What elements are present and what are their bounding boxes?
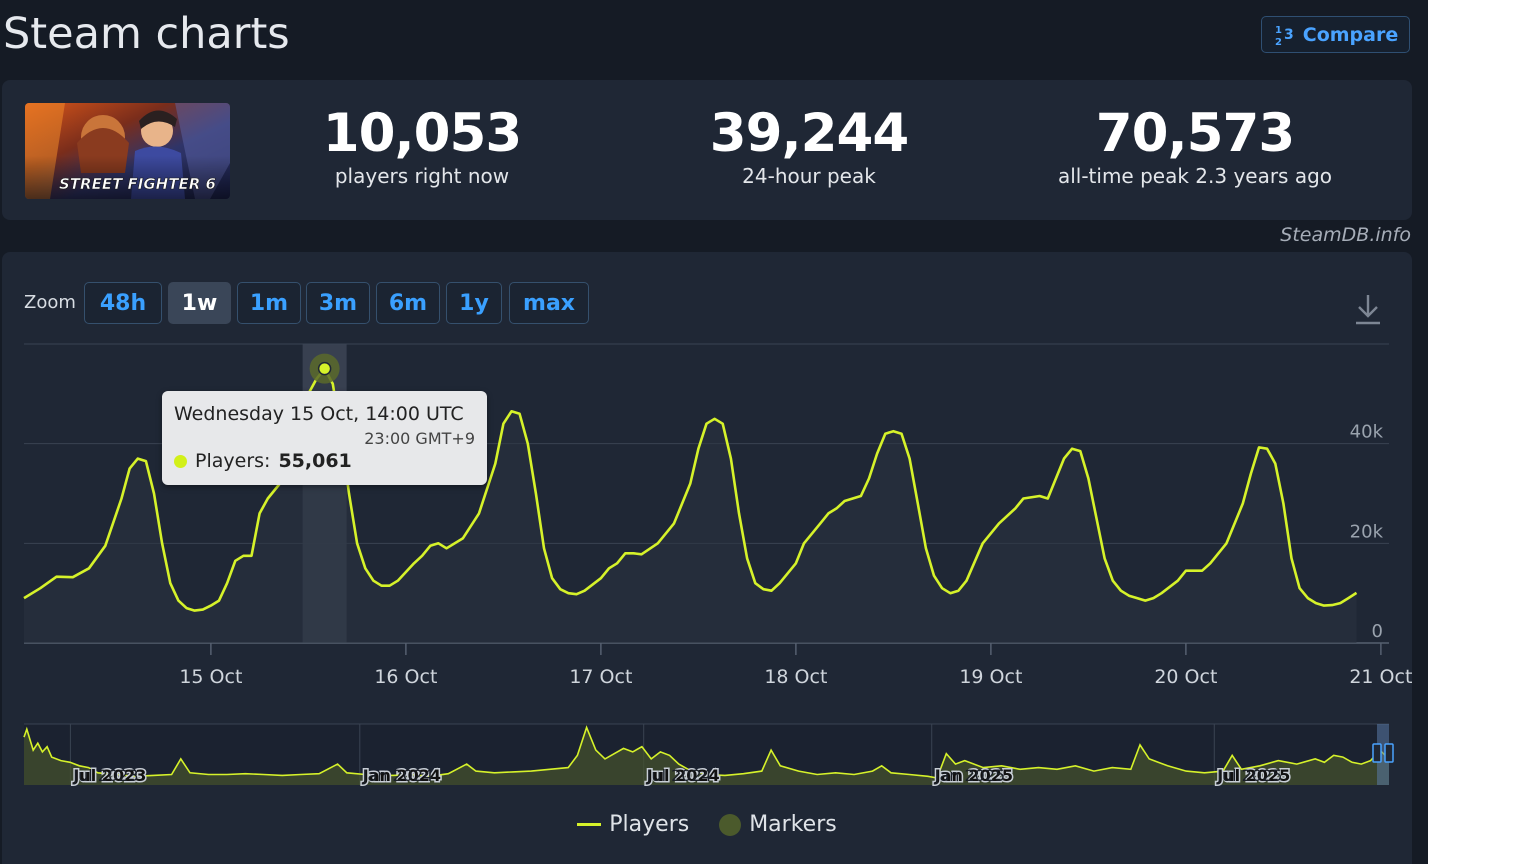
zoom-1m-button[interactable]: 1m bbox=[237, 282, 301, 324]
steam-charts-app: Steam charts 1 2 3 Compare bbox=[0, 0, 1428, 864]
tooltip-series-label: Players: bbox=[195, 450, 271, 472]
legend-markers-swatch bbox=[719, 813, 742, 836]
compare-icon: 1 2 3 bbox=[1275, 25, 1294, 47]
navigator-tick-label: Jul 2025 bbox=[1216, 766, 1290, 785]
all-time-peak-value: 70,573 bbox=[1095, 103, 1296, 164]
x-tick-label: 20 Oct bbox=[1154, 666, 1217, 688]
legend-item-players[interactable]: Players bbox=[577, 812, 689, 837]
zoom-1y-button[interactable]: 1y bbox=[446, 282, 502, 324]
y-tick-label: 0 bbox=[1372, 621, 1383, 642]
peak-24h-value: 39,244 bbox=[709, 103, 910, 164]
y-tick-label: 40k bbox=[1350, 422, 1384, 443]
legend-players-swatch bbox=[577, 823, 602, 826]
players-area bbox=[24, 368, 1357, 643]
stat-all-time-peak: 70,573 all-time peak 2.3 years ago bbox=[1005, 103, 1385, 189]
navigator-handle-left bbox=[1372, 743, 1382, 763]
svg-text:3: 3 bbox=[1284, 27, 1294, 43]
page-title: Steam charts bbox=[3, 9, 290, 59]
legend-markers-label: Markers bbox=[749, 812, 837, 837]
players-line bbox=[23, 367, 1358, 612]
tooltip-series-dot bbox=[174, 454, 187, 468]
x-tick-label: 16 Oct bbox=[374, 666, 437, 688]
x-tick-label: 15 Oct bbox=[179, 666, 242, 688]
all-time-peak-label: all-time peak 2.3 years ago bbox=[1057, 164, 1333, 188]
stat-24h-peak: 39,244 24-hour peak bbox=[619, 103, 999, 189]
navigator-tick-label-fill: Jul 2025 bbox=[1216, 766, 1282, 785]
svg-text:1: 1 bbox=[1275, 25, 1282, 36]
compare-label: Compare bbox=[1302, 23, 1399, 46]
current-players-value: 10,053 bbox=[322, 103, 523, 164]
x-tick-label: 18 Oct bbox=[764, 666, 827, 688]
svg-text:2: 2 bbox=[1275, 37, 1282, 47]
tooltip-series-value: 55,061 bbox=[278, 450, 352, 472]
navigator-tick-label-fill: Jul 2023 bbox=[72, 766, 138, 785]
steamdb-watermark[interactable]: SteamDB.info bbox=[1280, 224, 1411, 246]
navigator-tick-label: Jul 2024 bbox=[646, 766, 720, 785]
download-icon[interactable] bbox=[1352, 292, 1384, 326]
navigator-tick-label-fill: Jul 2024 bbox=[646, 766, 712, 785]
navigator-tick-label-fill: Jan 2025 bbox=[934, 766, 1005, 785]
game-thumbnail[interactable]: STREET FIGHTER 6 bbox=[25, 103, 230, 199]
tooltip-series: Players: 55,061 bbox=[174, 450, 352, 472]
navigator-selection bbox=[1377, 724, 1389, 785]
zoom-6m-button[interactable]: 6m bbox=[376, 282, 440, 324]
legend-players-label: Players bbox=[609, 812, 690, 837]
navigator-area bbox=[24, 727, 1389, 785]
x-tick-label: 19 Oct bbox=[959, 666, 1022, 688]
navigator-line bbox=[23, 725, 1390, 779]
navigator-handle-right bbox=[1384, 743, 1394, 763]
tooltip-subtitle: 23:00 GMT+9 bbox=[364, 429, 475, 448]
chart-panel: 0 20k 40k 15 Oct 16 Oct 17 Oct 18 Oct 19 Oct 20 … bbox=[2, 252, 1412, 864]
navigator-tick-label: Jan 2024 bbox=[362, 766, 441, 785]
navigator-tick-label-fill: Jan 2024 bbox=[362, 766, 433, 785]
peak-24h-label: 24-hour peak bbox=[742, 164, 876, 188]
y-tick-label: 20k bbox=[1350, 521, 1384, 542]
stat-current-players: 10,053 players right now bbox=[232, 103, 612, 189]
zoom-3m-button[interactable]: 3m bbox=[306, 282, 370, 324]
hover-marker-point bbox=[317, 361, 332, 376]
zoom-label: Zoom bbox=[24, 292, 76, 313]
player-chart[interactable]: 0 20k 40k 15 Oct 16 Oct 17 Oct 18 Oct 19 Oct 20 … bbox=[2, 252, 1412, 864]
current-players-label: players right now bbox=[334, 164, 510, 188]
legend-item-markers[interactable]: Markers bbox=[719, 812, 837, 837]
zoom-max-button[interactable]: max bbox=[509, 282, 589, 324]
x-tick-label: 17 Oct bbox=[569, 666, 632, 688]
chart-tooltip: Wednesday 15 Oct, 14:00 UTC 23:00 GMT+9 … bbox=[162, 391, 487, 485]
navigator-tick-label: Jan 2025 bbox=[934, 766, 1013, 785]
navigator-tick-label: Jul 2023 bbox=[72, 766, 146, 785]
compare-button[interactable]: 1 2 3 Compare bbox=[1261, 16, 1410, 53]
tooltip-title: Wednesday 15 Oct, 14:00 UTC bbox=[174, 403, 464, 425]
zoom-48h-button[interactable]: 48h bbox=[84, 282, 162, 324]
x-tick-label: 21 Oct bbox=[1349, 666, 1412, 688]
stats-panel: STREET FIGHTER 6 10,053 players right no… bbox=[2, 80, 1412, 220]
zoom-1w-button[interactable]: 1w bbox=[168, 282, 231, 324]
chart-legend: Players Markers bbox=[2, 812, 1412, 837]
game-logo-text: STREET FIGHTER 6 bbox=[59, 175, 216, 193]
